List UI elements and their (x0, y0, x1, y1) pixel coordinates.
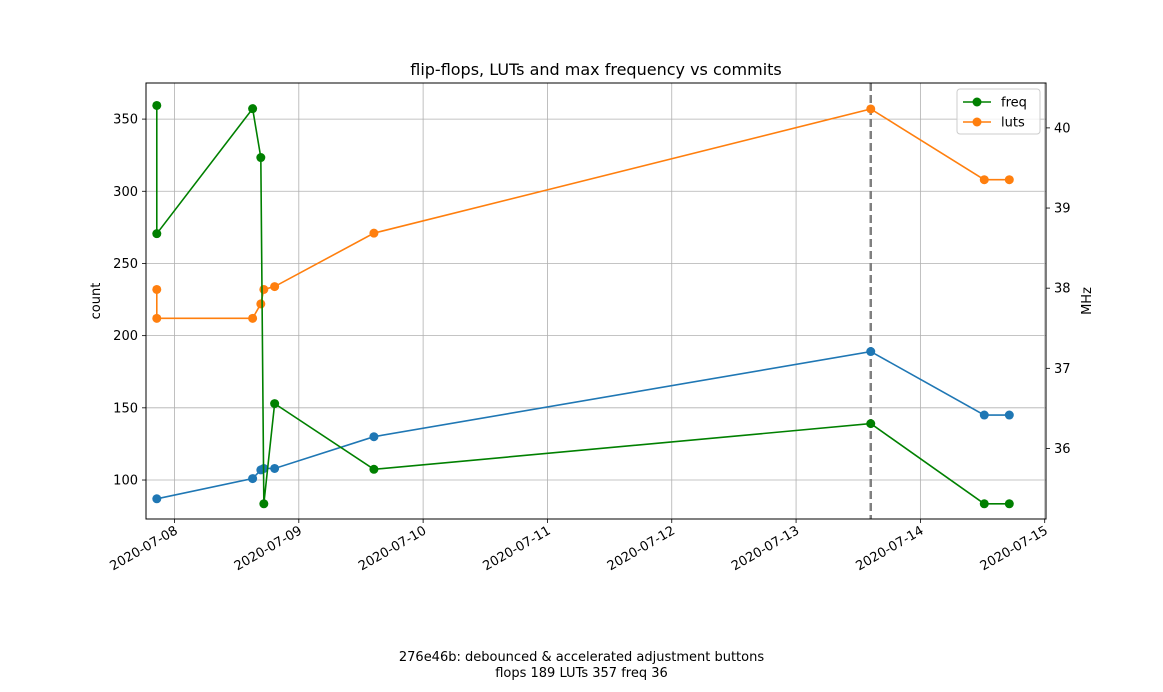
y-tick-label-left: 150 (113, 401, 138, 416)
y-axis-left: 100 150 200 250 300 350 (113, 113, 146, 489)
grid-lines (146, 83, 1046, 519)
data-point-luts (369, 228, 379, 238)
y-tick-label-right: 39 (1054, 202, 1071, 217)
plot-area (145, 82, 1047, 520)
legend-marker-freq (972, 97, 982, 107)
data-point-luts (1004, 175, 1014, 185)
data-point-flops (866, 347, 876, 357)
data-point-freq (152, 229, 162, 239)
chart-title: flip-flops, LUTs and max frequency vs co… (410, 60, 782, 79)
data-point-luts (979, 175, 989, 185)
legend: freq luts (956, 88, 1041, 135)
x-tick-label: 2020-07-12 (605, 523, 678, 574)
data-point-luts (152, 284, 162, 294)
data-point-flops (1004, 410, 1014, 420)
data-point-luts (259, 284, 269, 294)
x-tick-label: 2020-07-13 (729, 523, 802, 574)
data-point-freq (369, 464, 379, 474)
caption-line-1: 276e46b: debounced & accelerated adjustm… (398, 650, 765, 665)
series-layer (152, 100, 1014, 509)
series-line-flops (156, 350, 1010, 500)
x-tick-label: 2020-07-10 (356, 523, 429, 574)
legend-label-freq: freq (1001, 96, 1027, 111)
data-point-freq (256, 153, 266, 163)
y-tick-label-left: 100 (113, 474, 138, 489)
legend-label-luts: luts (1001, 116, 1025, 131)
y-tick-label-left: 350 (113, 113, 138, 128)
data-point-freq (259, 499, 269, 509)
data-point-luts (866, 104, 876, 114)
y-axis-label-left: count (89, 283, 104, 320)
y-tick-label-right: 40 (1054, 121, 1071, 136)
y-tick-label-left: 250 (113, 257, 138, 272)
data-point-flops (979, 410, 989, 420)
data-point-freq (1004, 499, 1014, 509)
data-point-luts (256, 299, 266, 309)
y-tick-label-left: 300 (113, 185, 138, 200)
y-tick-label-right: 36 (1054, 442, 1071, 457)
data-point-flops (248, 474, 258, 484)
legend-marker-luts (972, 117, 982, 127)
y-tick-label-left: 200 (113, 329, 138, 344)
data-point-luts (152, 313, 162, 323)
data-point-freq (152, 100, 162, 110)
x-tick-label: 2020-07-14 (853, 523, 926, 574)
legend-box (956, 88, 1041, 135)
y-axis-right: 36 37 38 39 40 (1046, 121, 1071, 457)
series-line-luts (155, 108, 1010, 320)
data-point-freq (270, 399, 280, 409)
data-point-luts (248, 313, 258, 323)
y-tick-label-right: 38 (1054, 282, 1071, 297)
data-point-freq (248, 104, 258, 114)
data-point-luts (270, 282, 280, 292)
x-tick-label: 2020-07-08 (108, 523, 181, 574)
x-tick-label: 2020-07-11 (480, 523, 553, 574)
x-tick-label: 2020-07-09 (232, 523, 305, 574)
x-axis: 2020-07-08 2020-07-09 2020-07-10 2020-07-11… (108, 519, 1051, 574)
data-point-freq (979, 499, 989, 509)
x-tick-label: 2020-07-15 (978, 523, 1051, 574)
series-line-freq (155, 105, 1010, 505)
data-point-flops (369, 432, 379, 442)
y-tick-label-right: 37 (1054, 362, 1071, 377)
data-point-flops (152, 494, 162, 504)
caption-line-2: flops 189 LUTs 357 freq 36 (495, 666, 668, 681)
y-axis-label-right: MHz (1080, 287, 1095, 315)
data-point-freq (866, 419, 876, 429)
data-point-flops (270, 463, 280, 473)
